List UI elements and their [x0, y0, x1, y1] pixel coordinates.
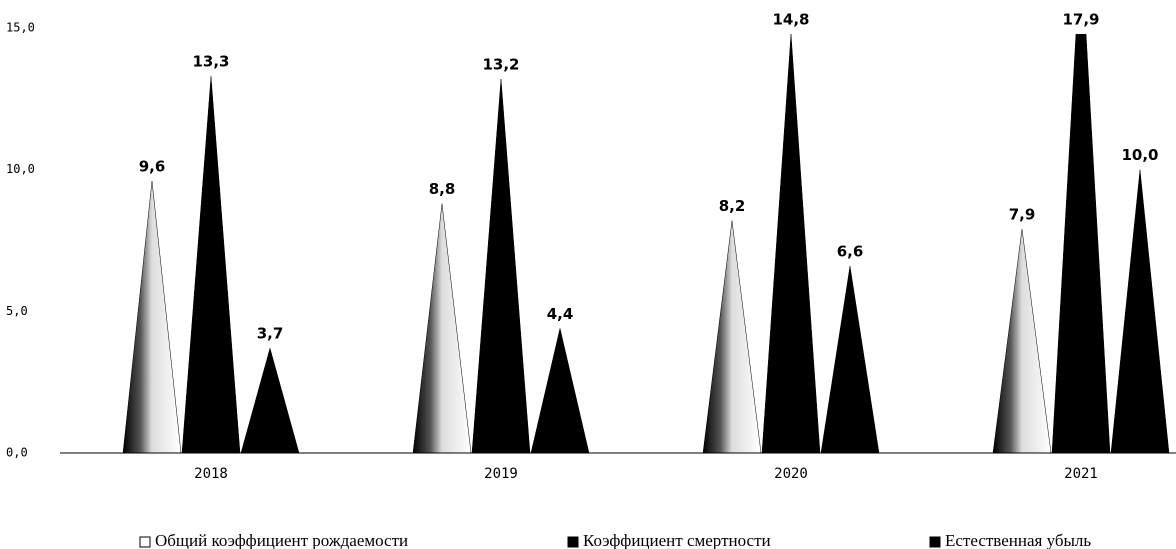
bar [1051, 34, 1111, 454]
value-label: 17,9 [1062, 11, 1099, 29]
y-tick-label: 5,0 [6, 304, 28, 318]
bar [471, 78, 531, 454]
legend-label: Общий коэффициент рождаемости [155, 531, 408, 549]
legend-label: Коэффициент смертности [583, 531, 771, 549]
value-label: 8,8 [429, 180, 456, 198]
value-label: 3,7 [257, 325, 284, 343]
bar [761, 34, 821, 454]
legend-swatch [567, 536, 579, 548]
x-tick-label: 2021 [1064, 466, 1098, 482]
bar [1110, 169, 1170, 454]
value-label: 13,2 [482, 56, 519, 74]
value-label: 14,8 [772, 11, 809, 29]
y-tick-label: 0,0 [6, 446, 28, 460]
value-label: 13,3 [192, 53, 229, 71]
legend-swatch [929, 536, 941, 548]
bar [240, 347, 300, 454]
bar [702, 220, 762, 454]
plot-area [122, 34, 1170, 454]
y-tick-label: 15,0 [6, 21, 35, 35]
x-tick-label: 2018 [194, 466, 228, 482]
y-tick-label: 10,0 [6, 162, 35, 176]
legend-swatch [139, 536, 151, 548]
value-label: 8,2 [719, 197, 746, 215]
value-label: 6,6 [837, 243, 864, 261]
bar [181, 76, 241, 454]
value-label: 7,9 [1009, 206, 1036, 224]
bar [820, 265, 880, 454]
value-label: 4,4 [547, 305, 574, 323]
legend-label: Естественная убыль [945, 531, 1091, 549]
value-label: 9,6 [139, 158, 166, 176]
bar [530, 328, 590, 454]
x-tick-label: 2020 [774, 466, 808, 482]
x-tick-label: 2019 [484, 466, 518, 482]
value-label: 10,0 [1121, 146, 1158, 164]
bar [122, 180, 182, 454]
bar [412, 203, 472, 454]
bar [992, 229, 1052, 454]
